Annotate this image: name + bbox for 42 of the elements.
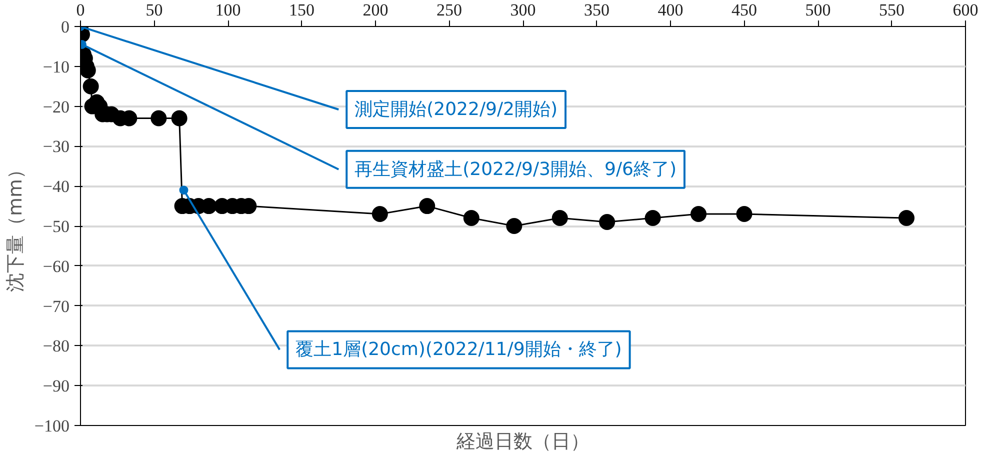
point: [82, 78, 99, 94]
x-tick-label: 150: [289, 0, 314, 20]
x-tick-label: 50: [146, 0, 163, 20]
y-tick-label: −10: [42, 57, 70, 76]
point: [552, 210, 568, 226]
annotation: 覆土1層(20cm)(2022/11/9開始・終了): [296, 339, 622, 360]
annotation: 再生資材盛土(2022/9/3開始、9/6終了): [354, 158, 676, 180]
y-tick-label: −60: [42, 256, 70, 276]
x-tick-label: 550: [879, 0, 904, 20]
point: [150, 110, 167, 126]
x-axis-title: 経過日数（日）: [456, 430, 590, 452]
y-tick-label: −80: [42, 336, 70, 356]
point: [644, 210, 661, 226]
point: [736, 206, 752, 222]
point: [463, 210, 480, 226]
y-tick-label: −70: [42, 296, 70, 316]
x-tick-label: 400: [658, 0, 684, 20]
x-tick-label: 0: [76, 0, 85, 20]
point: [372, 206, 388, 222]
x-tick-label: 250: [436, 0, 462, 20]
point: [898, 210, 914, 226]
x-tick-label: 350: [584, 0, 610, 20]
y-tick-label: −20: [42, 97, 70, 116]
y-tick-label: 0: [61, 18, 70, 36]
y-tick-label: −50: [42, 217, 70, 236]
point: [506, 218, 522, 234]
point: [690, 206, 707, 222]
x-tick-label: 500: [805, 0, 831, 20]
point: [419, 198, 436, 214]
x-tick-label: 300: [510, 0, 536, 20]
x-tick-label: 600: [952, 0, 978, 20]
x-tick-label: 100: [215, 0, 241, 20]
x-tick-label: 450: [732, 0, 757, 20]
annotation: 測定開始(2022/9/2開始): [354, 98, 558, 120]
y-tick-label: −40: [42, 177, 70, 196]
y-axis-title: 沈下量（mm）: [4, 160, 26, 292]
point: [171, 110, 188, 126]
y-tick-label: −30: [42, 137, 70, 156]
x-tick-label: 200: [362, 0, 388, 20]
point: [599, 214, 616, 230]
y-tick-label: −90: [42, 376, 70, 396]
y-tick-label: −100: [34, 416, 70, 436]
